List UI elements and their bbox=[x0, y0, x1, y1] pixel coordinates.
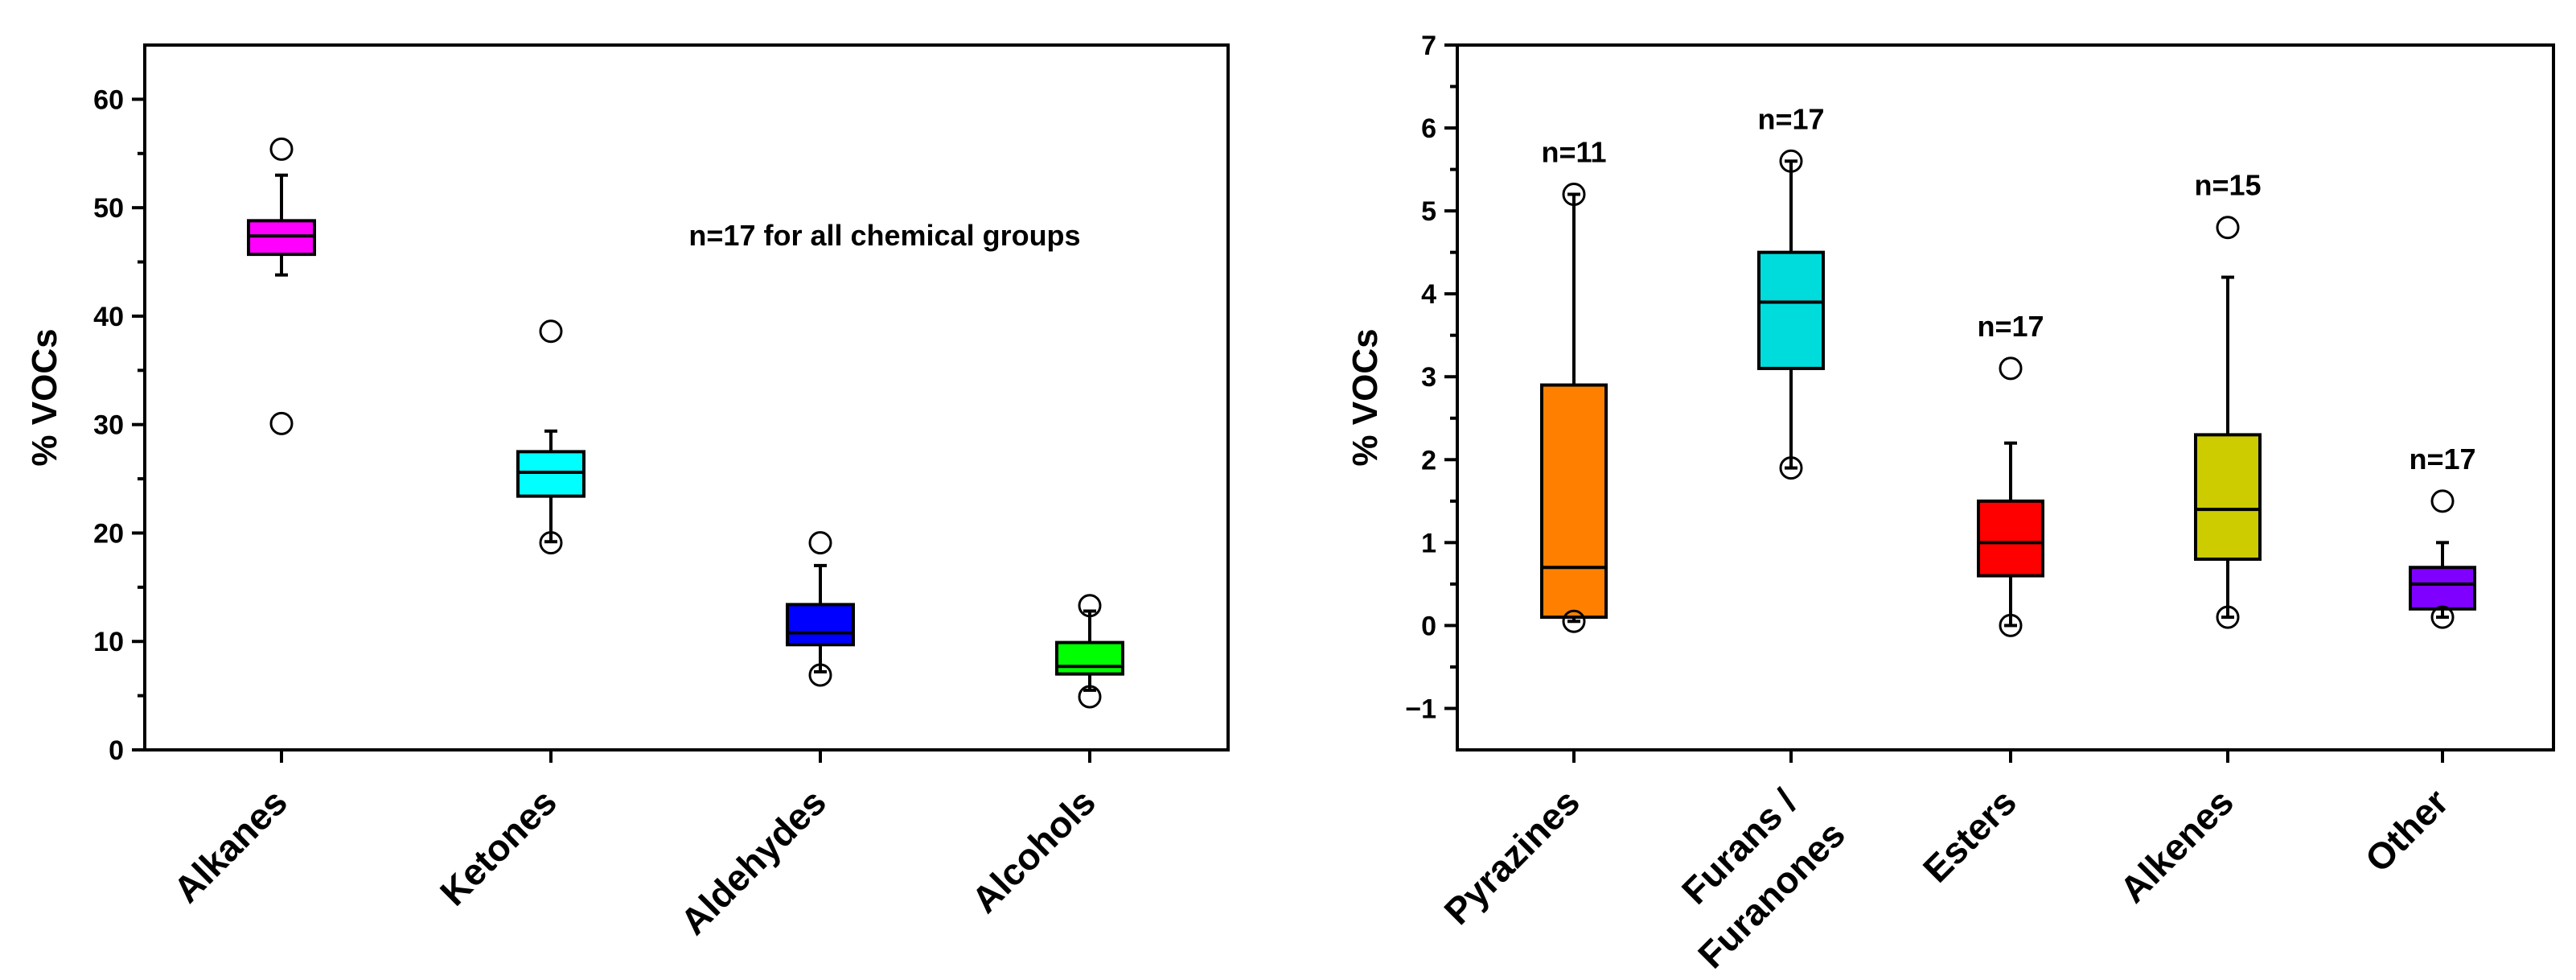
outlier-point bbox=[269, 137, 294, 161]
chart-1: 0 10 20 30 40 50 60 % VOCs n=17 for all chemical… bbox=[25, 43, 1230, 943]
outlier-point bbox=[1999, 613, 2023, 637]
outlier-point bbox=[808, 663, 832, 687]
outlier-point bbox=[1779, 456, 1803, 480]
y-axis-title: % VOCs bbox=[25, 328, 64, 466]
y-tick-label: 1 bbox=[1421, 528, 1436, 558]
outlier-point bbox=[539, 531, 563, 555]
outlier-point bbox=[1078, 685, 1102, 709]
box-aldehydes bbox=[786, 603, 855, 647]
outlier-point bbox=[539, 319, 563, 344]
category-label: Alkenes bbox=[2112, 780, 2242, 911]
plot-frame bbox=[1456, 43, 2555, 751]
y-tick-label: 4 bbox=[1421, 279, 1436, 310]
outlier-point bbox=[1562, 183, 1586, 207]
n-label: n=15 bbox=[2194, 169, 2261, 202]
outlier-point bbox=[269, 411, 294, 435]
n-label: n=17 bbox=[1977, 310, 2044, 343]
y-tick-label: 60 bbox=[93, 84, 124, 115]
category-label: Other bbox=[2357, 780, 2457, 880]
outlier-point bbox=[808, 531, 832, 555]
outlier-point bbox=[2216, 605, 2240, 629]
box-pyrazines bbox=[1540, 383, 1608, 620]
outlier-point bbox=[1779, 149, 1803, 173]
box-alcohols bbox=[1055, 640, 1124, 676]
category-label: Alkanes bbox=[166, 780, 296, 911]
box-furans bbox=[1757, 250, 1825, 370]
y-tick-label: 7 bbox=[1421, 31, 1436, 61]
box-esters bbox=[1977, 499, 2044, 578]
annotation: n=17 for all chemical groups bbox=[688, 219, 1080, 252]
y-tick-label: 2 bbox=[1421, 445, 1436, 476]
category-label: Ketones bbox=[432, 780, 565, 913]
y-tick-label: 0 bbox=[109, 735, 124, 766]
y-axis-title: % VOCs bbox=[1346, 328, 1385, 466]
y-tick-label: 30 bbox=[93, 410, 124, 441]
y-tick-label: 6 bbox=[1421, 113, 1436, 144]
y-tick-label: 5 bbox=[1421, 196, 1436, 227]
category-label: Pyrazines bbox=[1436, 780, 1588, 933]
outlier-point bbox=[1078, 594, 1102, 618]
y-tick-label: 40 bbox=[93, 302, 124, 332]
category-label: Aldehydes bbox=[672, 780, 834, 942]
outlier-point bbox=[1562, 609, 1586, 633]
outlier-point bbox=[2216, 216, 2240, 240]
category-label: Alcohols bbox=[963, 780, 1103, 920]
box-other bbox=[2409, 566, 2476, 611]
y-tick-label: 3 bbox=[1421, 362, 1436, 393]
plot-frame bbox=[143, 43, 1230, 751]
n-label: n=17 bbox=[1757, 102, 1824, 135]
y-tick-label: −1 bbox=[1405, 694, 1436, 724]
outlier-point bbox=[2430, 489, 2455, 513]
outlier-point bbox=[2430, 605, 2455, 629]
y-tick-label: 0 bbox=[1421, 611, 1436, 641]
y-tick-label: 20 bbox=[93, 518, 124, 549]
y-tick-label: 50 bbox=[93, 193, 124, 224]
n-label: n=17 bbox=[2409, 443, 2475, 476]
box-alkanes bbox=[247, 219, 316, 257]
box-ketones bbox=[516, 450, 585, 498]
y-tick-label: 10 bbox=[93, 627, 124, 657]
box-alkenes bbox=[2194, 433, 2262, 561]
category-label: Esters bbox=[1915, 780, 2024, 890]
n-label: n=11 bbox=[1541, 136, 1606, 169]
outlier-point bbox=[1999, 356, 2023, 381]
